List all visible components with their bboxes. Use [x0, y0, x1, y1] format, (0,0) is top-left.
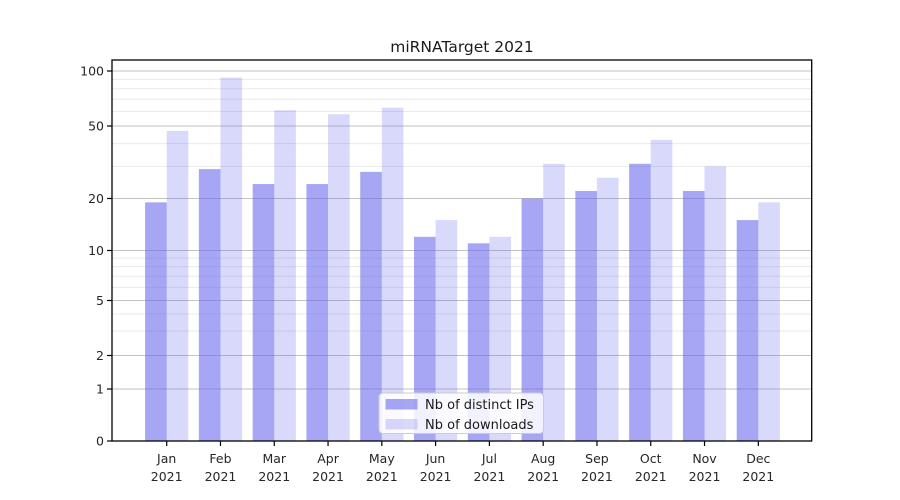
bar-distinct-ips-apr [306, 184, 329, 442]
bar-downloads-dec [758, 202, 780, 441]
bar-downloads-aug [543, 163, 565, 441]
x-tick-label-year: 2021 [205, 469, 237, 484]
bar-distinct-ips-aug [521, 198, 544, 441]
bar-downloads-sep [596, 177, 619, 442]
x-tick-label-year: 2021 [151, 469, 183, 484]
y-tick-label: 100 [80, 63, 104, 78]
bar-distinct-ips-jun [414, 236, 436, 441]
x-tick-label-month: Oct [640, 451, 662, 466]
bar-downloads-jul [489, 236, 511, 441]
x-tick-label-month: Jan [156, 451, 176, 466]
x-tick-label-month: Dec [746, 451, 770, 466]
legend-swatch-downloads [385, 419, 418, 430]
legend-box [378, 392, 544, 434]
bar-downloads-nov [704, 166, 727, 441]
x-tick-label-month: Mar [262, 451, 286, 466]
x-tick-label-year: 2021 [742, 469, 774, 484]
bar-downloads-apr [328, 114, 350, 441]
bar-downloads-jun [435, 220, 458, 441]
y-tick-label: 0 [96, 433, 104, 448]
y-tick-label: 1 [96, 381, 104, 396]
x-tick-label-year: 2021 [527, 469, 559, 484]
legend: Nb of distinct IPs Nb of downloads [378, 392, 544, 434]
bar-downloads-oct [650, 139, 673, 442]
bar-downloads-jan [166, 130, 189, 441]
legend-label-distinct-ips: Nb of distinct IPs [425, 398, 534, 413]
bar-downloads-mar [274, 110, 296, 442]
bar-distinct-ips-dec [736, 220, 759, 441]
y-tick-label: 5 [96, 293, 104, 308]
x-tick-label-year: 2021 [473, 469, 505, 484]
x-tick-label-month: Jul [481, 451, 497, 466]
legend-swatch-distinct-ips [385, 399, 418, 410]
bar-distinct-ips-jan [145, 202, 167, 441]
x-tick-label-month: Jun [425, 451, 446, 466]
x-tick-label-year: 2021 [635, 469, 667, 484]
legend-label-downloads: Nb of downloads [425, 418, 534, 433]
x-tick-label-year: 2021 [420, 469, 452, 484]
x-tick-label-year: 2021 [366, 469, 398, 484]
bar-distinct-ips-jul [467, 243, 490, 441]
bar-distinct-ips-mar [252, 184, 275, 442]
x-tick-label-month: Apr [317, 451, 339, 466]
x-tick-label-month: Sep [585, 451, 609, 466]
y-tick-label: 2 [96, 348, 104, 363]
x-tick-label-year: 2021 [581, 469, 613, 484]
plot-area: 0 1 2 5 10 20 50 100 Jan 2021 Feb 2021 Mar 2021 Apr 202… [80, 59, 813, 484]
y-tick-label: 20 [88, 191, 104, 206]
y-tick-label: 10 [88, 243, 104, 258]
x-tick-label-month: Aug [531, 451, 555, 466]
bar-distinct-ips-may [360, 171, 382, 441]
chart-title: miRNATarget 2021 [390, 38, 534, 56]
bar-distinct-ips-oct [629, 163, 651, 441]
bar-distinct-ips-sep [575, 190, 597, 441]
bar-downloads-may [381, 107, 404, 442]
bar-distinct-ips-feb [198, 169, 221, 441]
x-tick-label-month: Feb [209, 451, 231, 466]
x-tick-label-month: Nov [692, 451, 717, 466]
bar-downloads-feb [220, 77, 243, 441]
x-tick-label-year: 2021 [258, 469, 290, 484]
x-tick-label-year: 2021 [689, 469, 721, 484]
x-tick-label-month: May [369, 451, 395, 466]
y-tick-label: 50 [88, 118, 104, 133]
bar-distinct-ips-nov [682, 190, 705, 441]
x-tick-label-year: 2021 [312, 469, 344, 484]
